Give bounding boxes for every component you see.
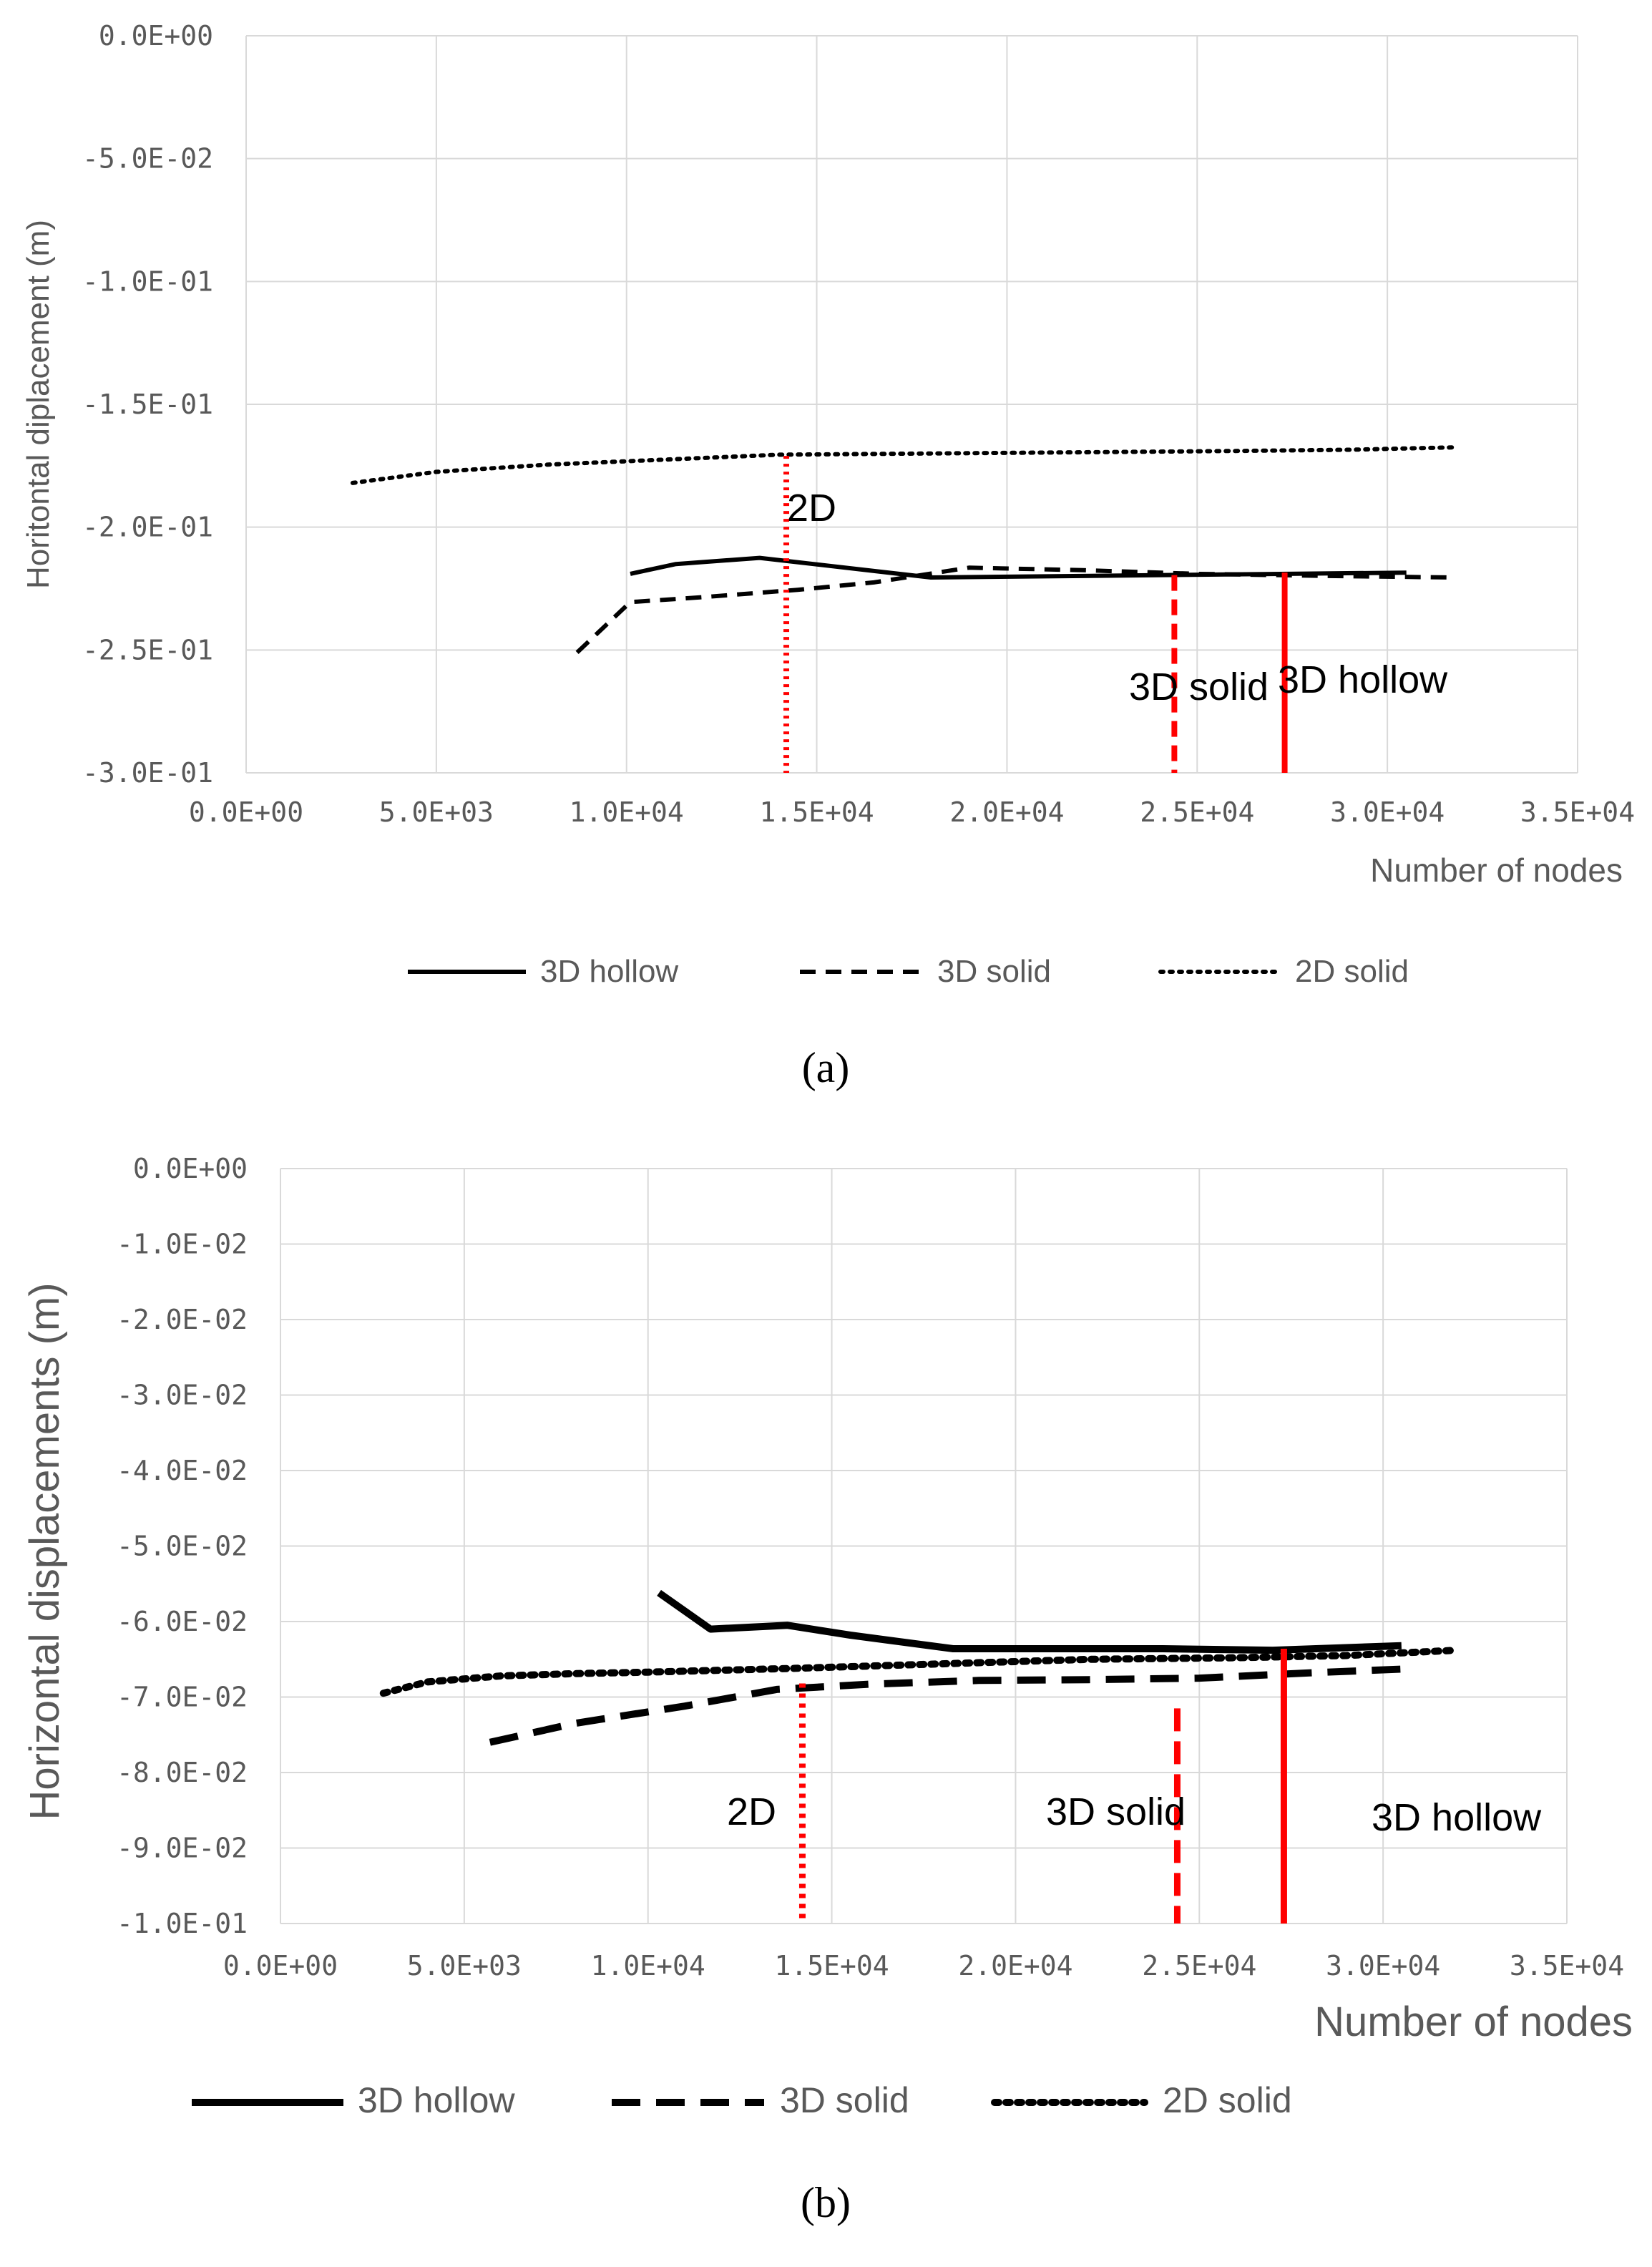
y-tick-label: -7.0E-02 — [117, 1682, 248, 1713]
x-tick-label: 2.5E+04 — [1142, 1950, 1256, 1981]
series-line-3d-hollow — [657, 1589, 1402, 1654]
legend: 3D hollow 3D solid 2D solid — [408, 954, 1409, 989]
marker-annotation: 3D solid — [1129, 666, 1269, 708]
x-tick-label: 0.0E+00 — [189, 796, 303, 828]
x-tick-label: 1.0E+04 — [591, 1950, 705, 1981]
panel-label: (b) — [801, 2179, 851, 2226]
marker-annotation: 3D hollow — [1278, 658, 1448, 701]
chart-a: 0.0E+00 5.0E+03 1.0E+04 1.5E+04 2.0E+04 2.5E+… — [21, 20, 1635, 1091]
x-axis-title: Number of nodes — [1370, 852, 1623, 889]
x-tick-label: 1.0E+04 — [570, 796, 684, 828]
y-tick-label: -3.0E-02 — [117, 1380, 248, 1411]
y-tick-label: -3.0E-01 — [82, 757, 213, 789]
y-tick-label: -2.0E-01 — [82, 512, 213, 543]
y-tick-label: -5.0E-02 — [82, 143, 213, 175]
series-line-2d-solid — [350, 445, 1458, 485]
series-line-2d-solid — [379, 1647, 1460, 1697]
x-tick-label: 1.5E+04 — [759, 796, 874, 828]
x-tick-label: 1.5E+04 — [774, 1950, 889, 1981]
x-tick-label: 5.0E+03 — [379, 796, 494, 828]
legend-label: 3D hollow — [358, 2080, 515, 2120]
legend-label: 2D solid — [1163, 2080, 1292, 2120]
y-tick-label: -2.0E-02 — [117, 1304, 248, 1335]
x-tick-label: 3.5E+04 — [1520, 796, 1635, 828]
legend-label: 3D hollow — [540, 954, 678, 989]
x-tick-label: 0.0E+00 — [223, 1950, 338, 1981]
y-tick-label: -1.0E-01 — [117, 1908, 248, 1939]
y-tick-label: -1.0E-01 — [82, 265, 213, 297]
gridlines — [245, 35, 1578, 774]
legend-label: 3D solid — [780, 2080, 909, 2120]
y-tick-label: 0.0E+00 — [99, 20, 213, 52]
legend-label: 3D solid — [937, 954, 1051, 989]
y-tick-label: -9.0E-02 — [117, 1833, 248, 1864]
y-tick-label: -8.0E-02 — [117, 1757, 248, 1788]
x-tick-label: 5.0E+03 — [407, 1950, 522, 1981]
series-line-3d-solid — [575, 565, 1456, 654]
y-tick-label: 0.0E+00 — [133, 1153, 248, 1184]
x-tick-label: 2.5E+04 — [1140, 796, 1254, 828]
y-tick-label: -1.0E-02 — [117, 1229, 248, 1260]
x-tick-label: 3.0E+04 — [1330, 796, 1445, 828]
marker-annotation: 2D — [727, 1790, 776, 1833]
panel-label: (a) — [802, 1044, 850, 1091]
x-tick-label: 2.0E+04 — [958, 1950, 1072, 1981]
marker-annotation: 3D solid — [1046, 1790, 1186, 1833]
x-tick-label: 3.0E+04 — [1326, 1950, 1440, 1981]
legend-label: 2D solid — [1295, 954, 1409, 989]
x-tick-label: 3.5E+04 — [1510, 1950, 1624, 1981]
legend: 3D hollow 3D solid 2D solid — [192, 2080, 1292, 2120]
y-tick-label: -2.5E-01 — [82, 634, 213, 666]
y-tick-label: -4.0E-02 — [117, 1455, 248, 1486]
x-axis-title: Number of nodes — [1314, 1999, 1633, 2045]
y-axis-title: Horizontal displacements (m) — [21, 1282, 68, 1820]
marker-annotation: 3D hollow — [1372, 1796, 1542, 1839]
gridlines — [280, 1168, 1568, 1924]
series-line-3d-solid — [489, 1665, 1402, 1746]
marker-annotation: 2D — [787, 487, 836, 530]
chart-b: 0.0E+00 5.0E+03 1.0E+04 1.5E+04 2.0E+04 2.5E+… — [21, 1153, 1633, 2226]
y-tick-label: -6.0E-02 — [117, 1606, 248, 1637]
series-line-3d-hollow — [630, 555, 1407, 580]
y-tick-label: -1.5E-01 — [82, 389, 213, 420]
x-tick-label: 2.0E+04 — [949, 796, 1064, 828]
y-tick-label: -5.0E-02 — [117, 1531, 248, 1562]
y-axis-title: Horitontal diplacement (m) — [21, 220, 56, 589]
